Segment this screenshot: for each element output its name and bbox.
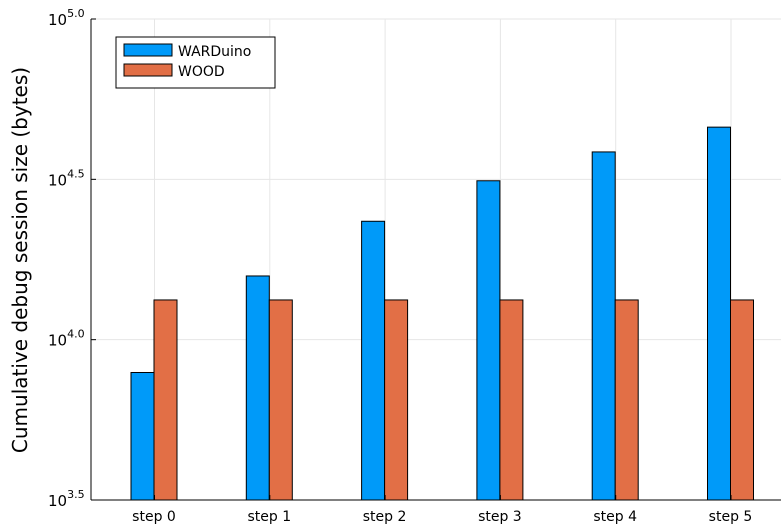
y-tick-labels: 103.5 104.0 104.5 105.0 <box>48 7 96 510</box>
legend-label-wood: WOOD <box>178 64 225 80</box>
x-tick-label: step 1 <box>247 509 291 525</box>
grid-lines <box>91 18 781 501</box>
bars <box>130 126 754 501</box>
bar-wood-2 <box>384 299 409 501</box>
legend-swatch-warduino <box>123 43 173 57</box>
bar-warduino-3 <box>476 180 501 501</box>
bar-wood-5 <box>730 299 754 501</box>
x-tick-label: step 4 <box>593 509 637 525</box>
bar-wood-0 <box>153 299 178 501</box>
legend-swatch-wood <box>123 63 173 77</box>
legend-label-warduino: WARDuino <box>178 44 251 60</box>
bar-warduino-1 <box>245 275 270 501</box>
y-tick-label: 103.5 <box>48 488 85 510</box>
bar-warduino-2 <box>361 220 386 501</box>
x-tick-label: step 2 <box>363 509 407 525</box>
x-tick-label: step 3 <box>478 509 522 525</box>
y-axis-title: Cumulative debug session size (bytes) <box>8 67 32 453</box>
y-tick-label: 104.0 <box>48 328 85 350</box>
y-tick-label: 104.5 <box>48 167 85 189</box>
legend: WARDuino WOOD <box>115 36 276 89</box>
bar-warduino-4 <box>591 151 616 501</box>
bar-warduino-0 <box>130 371 155 501</box>
x-tick-label: step 0 <box>132 509 176 525</box>
y-tick-label: 105.0 <box>48 7 85 29</box>
bar-warduino-5 <box>707 126 731 501</box>
bar-wood-1 <box>268 299 293 501</box>
bar-wood-4 <box>614 299 639 501</box>
x-tick-labels: step 0 step 1 step 2 step 3 step 4 step 5 <box>132 495 752 525</box>
x-tick-label: step 5 <box>709 509 753 525</box>
bar-wood-3 <box>499 299 524 501</box>
